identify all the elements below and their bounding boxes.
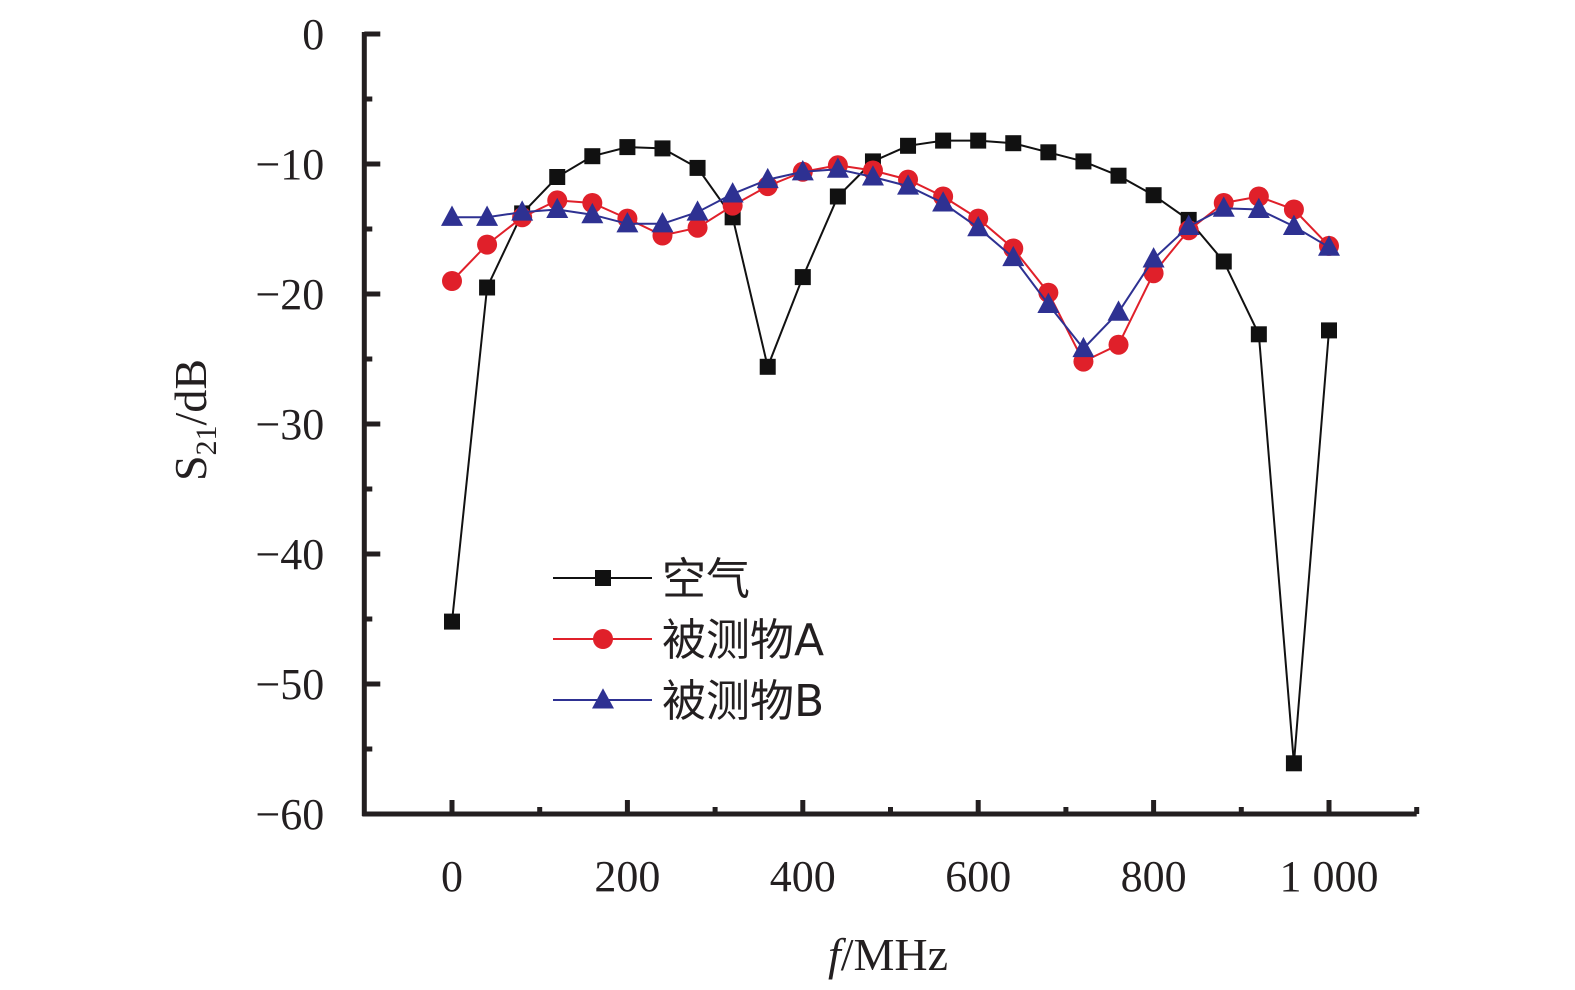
data-point-circle bbox=[687, 217, 708, 238]
data-point-triangle bbox=[1037, 292, 1060, 313]
data-point-square bbox=[479, 279, 496, 296]
x-tick-label: 0 bbox=[441, 852, 463, 901]
data-point-triangle bbox=[511, 200, 534, 221]
y-tick-label: −50 bbox=[255, 660, 324, 709]
legend-marker-circle bbox=[593, 629, 613, 649]
y-tick-label: −40 bbox=[255, 530, 324, 579]
y-tick-label: 0 bbox=[302, 10, 324, 59]
data-point-triangle bbox=[1072, 336, 1095, 358]
data-point-square bbox=[759, 358, 776, 375]
data-point-triangle bbox=[932, 191, 955, 212]
data-point-square bbox=[619, 139, 636, 156]
data-point-triangle bbox=[1142, 247, 1165, 268]
y-tick-label: −60 bbox=[255, 790, 324, 839]
x-tick-label: 200 bbox=[594, 852, 660, 901]
data-point-triangle bbox=[476, 205, 499, 226]
data-point-triangle bbox=[1282, 214, 1305, 235]
series-2 bbox=[442, 155, 1339, 372]
series-layer bbox=[441, 132, 1340, 772]
data-point-square bbox=[970, 132, 987, 149]
data-point-triangle bbox=[897, 174, 920, 195]
data-point-square bbox=[549, 169, 566, 185]
x-tick-label: 400 bbox=[770, 852, 836, 901]
y-axis-title-sub: 21 bbox=[190, 425, 223, 455]
axes: 0 −10 −20 −30 −40 −50 −60 0 200 400 600 800 1 000 bbox=[255, 10, 1420, 901]
series-1 bbox=[444, 132, 1337, 772]
legend-label: 被测物B bbox=[662, 676, 824, 727]
data-point-square bbox=[1005, 135, 1022, 152]
y-tick-label: −10 bbox=[255, 140, 324, 189]
data-point-circle bbox=[1248, 186, 1269, 207]
legend-item: 空气 bbox=[553, 554, 750, 605]
data-point-square bbox=[900, 137, 917, 154]
data-point-triangle bbox=[721, 182, 744, 203]
data-point-triangle bbox=[861, 165, 884, 186]
x-tick-label: 800 bbox=[1121, 852, 1187, 901]
y-tick-label: −30 bbox=[255, 400, 324, 449]
data-point-triangle bbox=[651, 212, 674, 233]
data-point-square bbox=[1040, 144, 1057, 161]
data-point-square bbox=[654, 140, 671, 157]
y-axis-title: S21/dB bbox=[165, 359, 223, 481]
data-point-triangle bbox=[826, 157, 849, 178]
x-tick-label: 600 bbox=[945, 852, 1011, 901]
data-point-square bbox=[1110, 167, 1127, 184]
legend-label: 被测物A bbox=[662, 615, 824, 666]
data-point-triangle bbox=[616, 212, 639, 233]
data-point-square bbox=[794, 269, 811, 286]
data-point-square bbox=[829, 188, 846, 205]
data-point-square bbox=[689, 159, 706, 176]
y-tick-label: −20 bbox=[255, 270, 324, 319]
data-point-triangle bbox=[1212, 196, 1235, 217]
y-axis-title-rest: /dB bbox=[165, 359, 216, 425]
data-point-square bbox=[1250, 326, 1267, 343]
series-3 bbox=[441, 157, 1340, 358]
data-point-square bbox=[935, 132, 952, 149]
legend-marker-triangle bbox=[592, 688, 614, 709]
data-point-circle bbox=[1108, 334, 1129, 355]
data-point-square bbox=[1215, 253, 1232, 270]
data-point-triangle bbox=[967, 215, 990, 237]
legend-marker-square bbox=[595, 570, 611, 586]
data-point-triangle bbox=[1177, 214, 1200, 235]
series-line bbox=[451, 164, 1330, 363]
x-axis-title-rest: /MHz bbox=[841, 929, 948, 980]
data-point-triangle bbox=[441, 205, 463, 226]
legend-item: 被测物B bbox=[553, 676, 824, 727]
data-point-triangle bbox=[581, 202, 604, 224]
data-point-circle bbox=[477, 234, 498, 255]
data-point-triangle bbox=[756, 167, 779, 189]
data-point-square bbox=[1145, 187, 1162, 204]
x-axis-title: f/MHz bbox=[828, 929, 948, 980]
x-tick-label: 1 000 bbox=[1280, 852, 1379, 901]
data-point-triangle bbox=[686, 200, 709, 221]
data-point-triangle bbox=[1318, 235, 1340, 256]
data-point-triangle bbox=[1107, 300, 1130, 321]
y-axis-title-main: S bbox=[165, 455, 216, 481]
data-point-triangle bbox=[1247, 197, 1270, 219]
legend-item: 被测物A bbox=[553, 615, 824, 666]
legend-label: 空气 bbox=[662, 554, 750, 605]
data-point-square bbox=[584, 148, 601, 165]
data-point-circle bbox=[1283, 199, 1304, 220]
data-point-triangle bbox=[791, 160, 814, 181]
data-point-triangle bbox=[546, 197, 569, 219]
data-point-square bbox=[1321, 322, 1337, 339]
series-line bbox=[452, 168, 1330, 351]
data-point-square bbox=[1285, 755, 1302, 772]
data-point-circle bbox=[442, 271, 462, 291]
data-point-square bbox=[1075, 153, 1092, 170]
data-point-square bbox=[444, 613, 460, 630]
data-point-triangle bbox=[1002, 245, 1025, 267]
